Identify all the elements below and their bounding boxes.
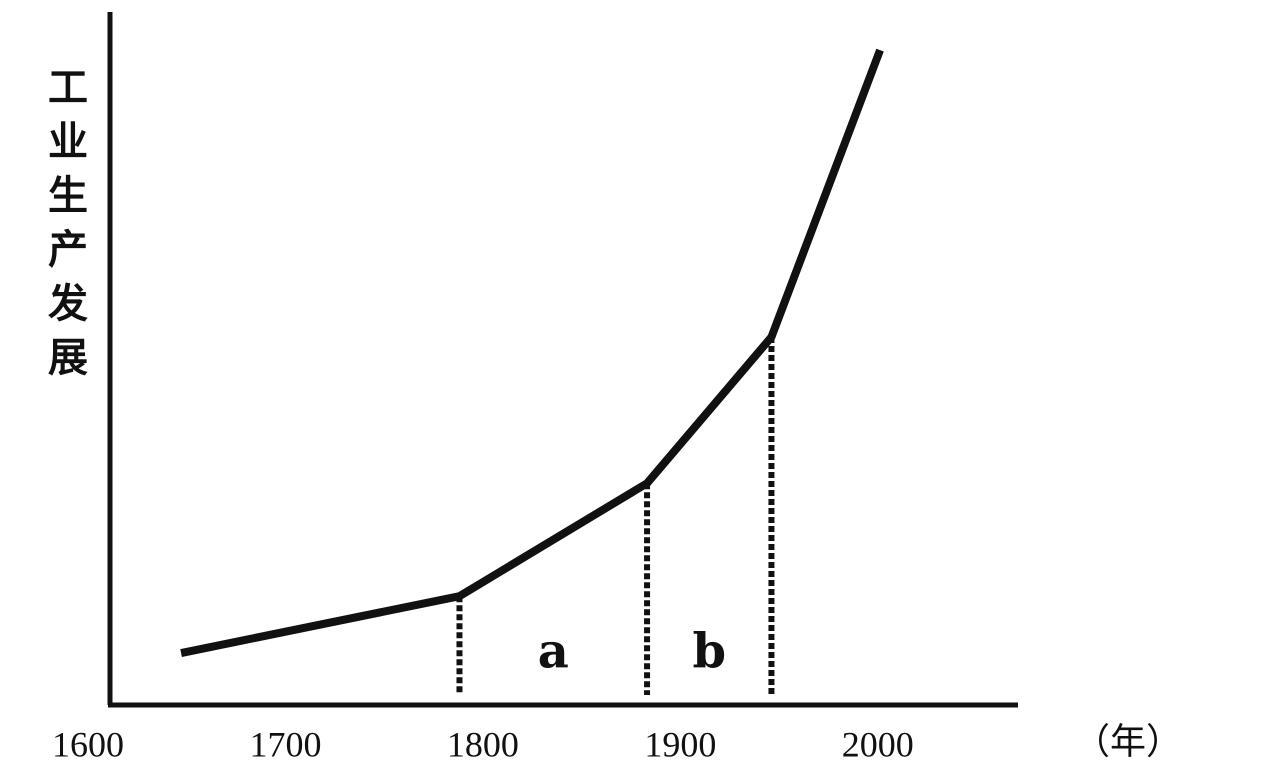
annotation: a [538, 624, 569, 680]
line [180, 48, 884, 657]
x-tick-label: 1600 [52, 724, 124, 764]
x-tick-label: 2000 [842, 724, 914, 764]
x-axis-unit: （年） [1074, 721, 1182, 761]
x-tick-label: 1900 [644, 724, 716, 764]
x-tick-label: 1800 [447, 724, 519, 764]
x-tick-label: 1700 [249, 724, 321, 764]
y-axis-label: 工业生产发展 [41, 66, 88, 390]
annotation: b [692, 624, 726, 680]
